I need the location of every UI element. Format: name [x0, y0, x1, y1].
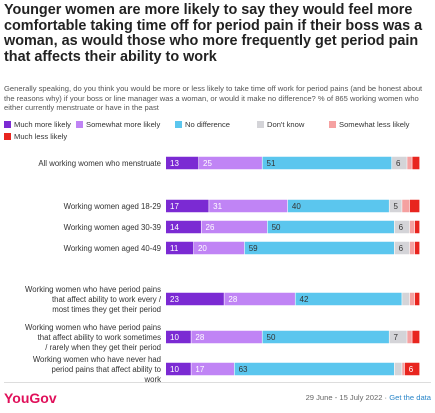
bar-segment-much-less-likely-row-4 [414, 241, 420, 255]
data-label-no-difference-row-1: 51 [267, 159, 276, 168]
bar-segment-much-less-likely-row-2 [409, 199, 420, 213]
legend-swatch-somewhat-more-likely [76, 121, 83, 128]
bar-segment-don-t-know-row-4 [394, 241, 410, 255]
bar-segment-no-difference-row-4 [244, 241, 394, 255]
bar-segment-somewhat-less-likely-row-5 [409, 292, 415, 306]
bar-segment-much-more-likely-row-5 [166, 292, 224, 306]
legend-swatch-somewhat-less-likely [329, 121, 336, 128]
data-label-somewhat-more-likely-row-6: 28 [195, 333, 204, 342]
data-label-much-more-likely-row-5: 23 [170, 295, 179, 304]
footer-source: 29 June - 15 July 2022 · Get the data [306, 393, 431, 403]
data-label-don-t-know-row-3: 6 [399, 223, 404, 232]
bar-segment-much-more-likely-row-2 [166, 199, 209, 213]
bar-segment-don-t-know-row-7 [394, 362, 402, 376]
bar-segment-much-more-likely-row-6 [166, 330, 191, 344]
data-label-somewhat-more-likely-row-5: 28 [228, 295, 237, 304]
bar-segment-somewhat-more-likely-row-6 [191, 330, 262, 344]
legend-swatch-much-less-likely [4, 133, 11, 140]
bar-segment-somewhat-more-likely-row-2 [209, 199, 288, 213]
footer-divider [4, 382, 431, 383]
legend-label-much-less-likely: Much less likely [14, 132, 68, 141]
data-label-somewhat-more-likely-row-4: 20 [198, 244, 207, 253]
bar-segment-no-difference-row-1 [262, 156, 392, 170]
bar-segment-don-t-know-row-6 [389, 330, 407, 344]
data-label-somewhat-more-likely-row-7: 17 [195, 365, 204, 374]
data-label-much-more-likely-row-3: 14 [170, 223, 179, 232]
category-label-1: All working women who menstruate [38, 159, 161, 168]
bar-segment-somewhat-less-likely-row-3 [409, 220, 415, 234]
data-label-somewhat-more-likely-row-2: 31 [213, 202, 222, 211]
bar-segment-don-t-know-row-2 [389, 199, 402, 213]
legend-label-no-difference: No difference [185, 120, 231, 129]
category-label-2: Working women aged 18-29 [64, 202, 161, 211]
legend-label-somewhat-more-likely: Somewhat more likely [86, 120, 161, 129]
data-label-much-less-likely-row-7: 6 [409, 365, 414, 374]
date-range: 29 June - 15 July 2022 [305, 393, 383, 402]
bar-segment-much-more-likely-row-7 [166, 362, 191, 376]
data-label-much-more-likely-row-2: 17 [170, 202, 179, 211]
get-the-data-link[interactable]: Get the data [389, 393, 431, 402]
legend-swatch-no-difference [175, 121, 182, 128]
data-label-much-more-likely-row-6: 10 [170, 333, 179, 342]
chart-title: Younger women are more likely to say the… [4, 2, 423, 65]
bar-segment-somewhat-more-likely-row-1 [199, 156, 262, 170]
yougov-logo: YouGov [4, 390, 57, 406]
bar-segment-no-difference-row-7 [234, 362, 394, 376]
bar-segment-much-more-likely-row-1 [166, 156, 199, 170]
data-label-much-more-likely-row-7: 10 [170, 365, 179, 374]
bar-segment-don-t-know-row-3 [394, 220, 410, 234]
bar-segment-no-difference-row-6 [262, 330, 389, 344]
category-label-5: Working women who have period pains that … [25, 285, 162, 314]
bar-segment-much-less-likely-row-3 [414, 220, 420, 234]
data-label-no-difference-row-3: 50 [272, 223, 281, 232]
bar-segment-much-more-likely-row-4 [166, 241, 194, 255]
data-label-somewhat-more-likely-row-1: 25 [203, 159, 212, 168]
category-label-4: Working women aged 40-49 [64, 244, 161, 253]
bar-segment-somewhat-more-likely-row-7 [191, 362, 234, 376]
chart-subtitle: Generally speaking, do you think you wou… [4, 84, 423, 113]
bar-segment-somewhat-less-likely-row-2 [402, 199, 410, 213]
bar-segment-don-t-know-row-1 [392, 156, 407, 170]
category-label-3: Working women aged 30-39 [64, 223, 161, 232]
data-label-no-difference-row-5: 42 [300, 295, 309, 304]
bar-segment-somewhat-less-likely-row-7 [402, 362, 405, 376]
bar-segment-don-t-know-row-5 [402, 292, 410, 306]
data-label-no-difference-row-6: 50 [267, 333, 276, 342]
data-label-don-t-know-row-2: 5 [394, 202, 399, 211]
data-label-no-difference-row-4: 59 [249, 244, 258, 253]
data-label-don-t-know-row-6: 7 [394, 333, 399, 342]
legend-label-somewhat-less-likely: Somewhat less likely [339, 120, 410, 129]
data-label-much-more-likely-row-4: 11 [170, 244, 179, 253]
bar-segment-somewhat-more-likely-row-4 [193, 241, 245, 255]
data-label-don-t-know-row-1: 6 [396, 159, 401, 168]
bar-segment-much-less-likely-row-7 [404, 362, 420, 376]
bar-segment-much-less-likely-row-1 [412, 156, 420, 170]
category-label-6: Working women who have period pains that … [25, 323, 161, 352]
bar-segment-somewhat-more-likely-row-5 [224, 292, 295, 306]
data-label-much-more-likely-row-1: 13 [170, 159, 179, 168]
bar-segment-somewhat-more-likely-row-3 [201, 220, 267, 234]
legend-label-much-more-likely: Much more likely [14, 120, 71, 129]
bar-segment-no-difference-row-5 [295, 292, 402, 306]
bar-segment-much-more-likely-row-3 [166, 220, 201, 234]
data-label-somewhat-more-likely-row-3: 26 [206, 223, 215, 232]
bar-segment-no-difference-row-3 [267, 220, 394, 234]
legend-label-dont-know: Don't know [267, 120, 305, 129]
bar-segment-much-less-likely-row-6 [412, 330, 420, 344]
bar-segment-somewhat-less-likely-row-1 [407, 156, 412, 170]
legend-swatch-dont-know [257, 121, 264, 128]
bar-segment-much-less-likely-row-5 [414, 292, 420, 306]
legend-swatch-much-more-likely [4, 121, 11, 128]
bar-segment-somewhat-less-likely-row-4 [409, 241, 415, 255]
data-label-no-difference-row-2: 40 [292, 202, 301, 211]
data-label-don-t-know-row-4: 6 [399, 244, 404, 253]
bar-segment-no-difference-row-2 [287, 199, 389, 213]
category-label-7: Working women who have never had period p… [33, 355, 162, 384]
bar-segment-somewhat-less-likely-row-6 [407, 330, 412, 344]
footer-separator: · [384, 393, 388, 402]
data-label-no-difference-row-7: 63 [239, 365, 248, 374]
